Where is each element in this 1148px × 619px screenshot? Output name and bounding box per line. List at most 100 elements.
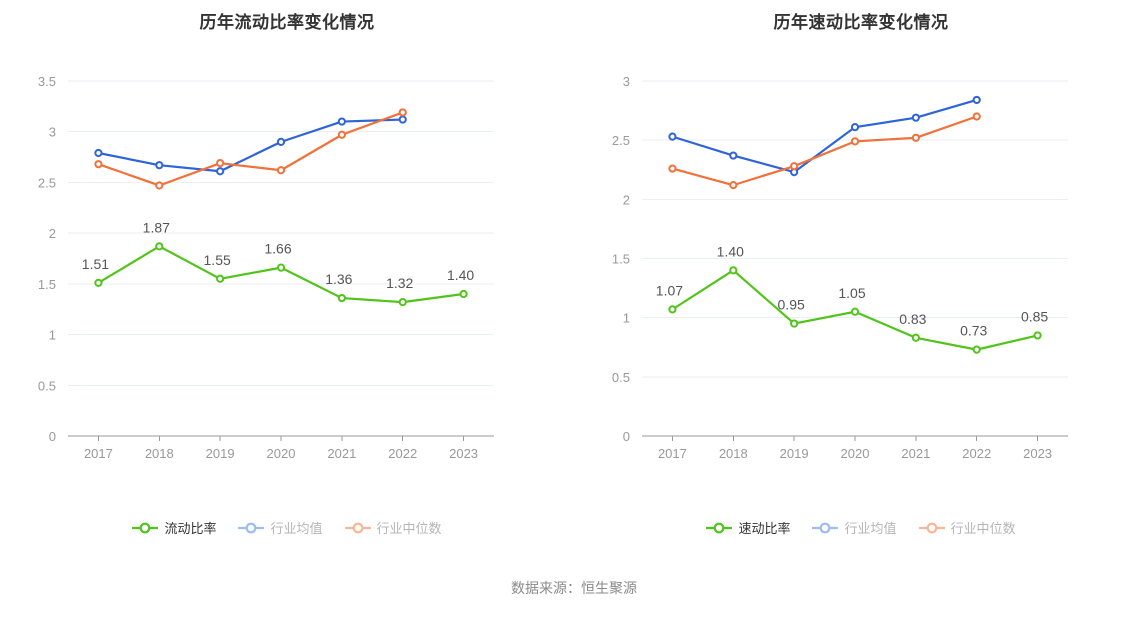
x-axis-tick-label: 2020 (841, 446, 870, 461)
chart-panel-quick-ratio: 历年速动比率变化情况 0 0.5 1 1.5 2 2.5 3 2017 2018 2019 2020… (574, 0, 1148, 560)
y-axis-tick-label: 3 (49, 125, 56, 140)
x-axis-tick-label: 2022 (962, 446, 991, 461)
series-data-point[interactable] (911, 113, 920, 122)
data-point-value-label: 1.55 (204, 252, 231, 268)
series-data-point[interactable] (972, 95, 981, 105)
data-point-value-label: 1.40 (717, 243, 744, 259)
y-axis-tick-label: 2 (49, 226, 56, 241)
data-point-value-label: 1.05 (838, 285, 865, 301)
x-axis-tick-label: 2023 (449, 446, 478, 461)
y-axis-tick-label: 2.5 (38, 175, 56, 190)
data-point-value-label: 0.95 (778, 297, 805, 313)
y-axis-tick-label: 0.5 (38, 378, 56, 393)
chart-title-current-ratio: 历年流动比率变化情况 (199, 13, 375, 32)
x-axis-tick-label: 2023 (1023, 446, 1052, 461)
y-axis-tick-label: 0 (49, 429, 56, 444)
data-point-value-label: 1.87 (143, 219, 170, 235)
series-data-point[interactable] (398, 108, 407, 117)
series-data-point[interactable] (850, 137, 860, 146)
legend-item-3[interactable]: 行业中位数 (344, 518, 442, 537)
series-line (97, 111, 404, 187)
chart-plot-quick-ratio: 0 0.5 1 1.5 2 2.5 3 2017 2018 2019 2020 2021 2022 202… (574, 0, 1148, 470)
legend-marker-icon (706, 522, 733, 533)
legend-marker-icon (238, 522, 265, 533)
chart-plot-current-ratio: 0 0.5 1 1.5 2 2.5 3 3.5 2017 2018 2019 2020 2021 2022… (0, 0, 574, 470)
series-data-point[interactable] (276, 166, 286, 175)
y-axis-tick-label: 0.5 (612, 370, 630, 385)
series-data-point[interactable] (155, 181, 164, 190)
x-axis-tick-label: 2019 (780, 446, 809, 461)
x-axis-tick-label: 2017 (84, 446, 113, 461)
series-line (671, 98, 978, 174)
legend-marker-icon (812, 522, 839, 533)
series-data-point[interactable] (1033, 331, 1042, 340)
series-data-point[interactable] (398, 298, 407, 307)
data-point-value-label: 0.85 (1021, 308, 1048, 324)
series-data-point[interactable] (790, 319, 799, 328)
series-data-point[interactable] (337, 130, 346, 139)
legend-marker-icon (344, 522, 371, 533)
series-data-point[interactable] (911, 333, 920, 342)
legend-item-2[interactable]: 行业均值 (238, 518, 323, 537)
legend-item-2[interactable]: 行业均值 (812, 518, 897, 537)
chart-svg: 0 0.5 1 1.5 2 2.5 3 2017 2018 2019 2020 2021 2022 202… (612, 74, 1068, 461)
series-data-point[interactable] (668, 305, 677, 314)
legend-item-label: 行业均值 (270, 521, 323, 536)
chart-legend-quick-ratio: 速动比率 行业均值 行业中位数 (574, 518, 1148, 537)
series-data-point[interactable] (790, 162, 799, 171)
legend-item-label: 流动比率 (164, 521, 217, 536)
x-axis-tick-label: 2018 (719, 446, 748, 461)
series-data-point[interactable] (850, 307, 860, 316)
data-point-value-label: 1.32 (386, 275, 413, 291)
series-data-point[interactable] (972, 112, 981, 121)
legend-item-label: 速动比率 (738, 521, 791, 536)
legend-item-1[interactable]: 流动比率 (132, 518, 216, 537)
series-data-point[interactable] (729, 151, 738, 160)
legend-item-1[interactable]: 速动比率 (706, 518, 790, 537)
chart-title-quick-ratio: 历年速动比率变化情况 (773, 13, 949, 32)
series-data-point[interactable] (276, 263, 286, 272)
series-data-point[interactable] (729, 181, 738, 190)
data-point-value-label: 1.36 (325, 271, 352, 287)
series-data-point[interactable] (94, 278, 103, 287)
x-axis-tick-label: 2021 (327, 446, 356, 461)
series-data-point[interactable] (668, 132, 677, 141)
y-axis-tick-label: 1 (623, 311, 630, 326)
series-data-point[interactable] (850, 123, 860, 132)
series-data-point[interactable] (94, 160, 103, 169)
legend-item-label: 行业均值 (844, 521, 897, 536)
series-data-point[interactable] (337, 117, 346, 126)
legend-item-3[interactable]: 行业中位数 (918, 518, 1016, 537)
y-axis-tick-label: 2.5 (612, 133, 630, 148)
series-data-point[interactable] (155, 242, 164, 251)
series-data-point[interactable] (94, 148, 103, 158)
series-data-point[interactable] (276, 137, 286, 146)
chart-legend-current-ratio: 流动比率 行业均值 行业中位数 (0, 518, 574, 537)
series-line (97, 118, 404, 173)
data-point-value-label: 1.51 (82, 256, 109, 272)
series-data-point[interactable] (668, 164, 677, 173)
y-axis-tick-label: 1.5 (612, 252, 630, 267)
series-data-point[interactable] (337, 293, 346, 303)
legend-marker-icon (918, 522, 945, 533)
data-source-note: 数据来源：恒生聚源 (511, 580, 637, 596)
series-data-point[interactable] (398, 115, 407, 124)
series-data-point[interactable] (972, 345, 981, 354)
legend-item-label: 行业中位数 (950, 521, 1016, 536)
series-data-point[interactable] (216, 274, 225, 283)
series-data-point[interactable] (729, 266, 738, 275)
data-point-value-label: 1.07 (656, 282, 683, 298)
data-point-value-label: 1.66 (264, 241, 291, 257)
legend-marker-icon (132, 522, 159, 533)
series-data-point[interactable] (911, 133, 920, 142)
series-data-point[interactable] (459, 289, 468, 299)
x-axis-tick-label: 2017 (658, 446, 687, 461)
series-line (671, 115, 978, 187)
x-axis-tick-label: 2022 (388, 446, 417, 461)
series-data-point[interactable] (155, 161, 164, 170)
series-data-point[interactable] (216, 159, 225, 168)
x-axis-tick-label: 2019 (206, 446, 235, 461)
y-axis-tick-label: 1.5 (38, 277, 56, 292)
series-data-point[interactable] (216, 167, 225, 176)
